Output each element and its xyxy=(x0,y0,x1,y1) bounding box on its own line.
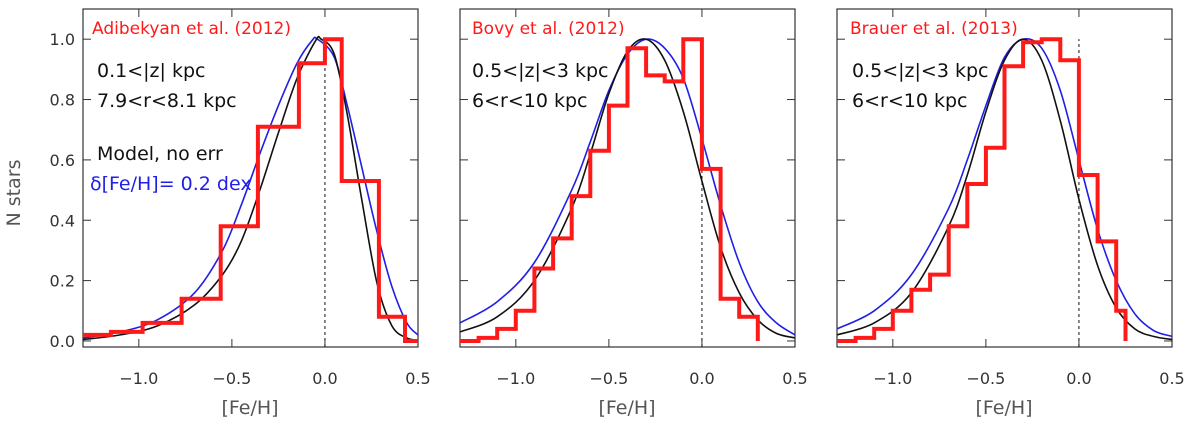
r-range-label: 6<r<10 kpc xyxy=(472,90,587,112)
x-tick-label: −1.0 xyxy=(873,369,912,388)
y-tick-label: 0.0 xyxy=(50,332,75,351)
y-tick-label: 0.8 xyxy=(50,91,75,110)
r-range-label: 6<r<10 kpc xyxy=(852,90,967,112)
data-histogram xyxy=(83,37,418,343)
x-ticks: −1.0 −0.5 0.0 0.5 xyxy=(873,9,1185,388)
x-tick-label: 0.5 xyxy=(1159,369,1184,388)
x-axis-label: [Fe/H] xyxy=(975,397,1032,419)
y-tick-label: 0.4 xyxy=(50,211,75,230)
panel-title: Bovy et al. (2012) xyxy=(472,19,625,39)
plot-frame xyxy=(836,8,1173,348)
y-tick-label: 1.0 xyxy=(50,30,75,49)
plot-frame xyxy=(459,8,796,348)
x-tick-label: −0.5 xyxy=(966,369,1005,388)
data-histogram xyxy=(460,37,760,343)
x-ticks: −1.0 −0.5 0.0 0.5 xyxy=(119,9,431,388)
plot-frame xyxy=(82,8,419,348)
x-tick-label: −1.0 xyxy=(496,369,535,388)
panel-brauer: −1.0 −0.5 0.0 0.5 Brauer et al. (2013) 0.5<… xyxy=(836,8,1185,419)
y-ticks: 0.0 0.2 0.4 0.6 0.8 1.0 xyxy=(50,30,418,351)
panel-title: Brauer et al. (2013) xyxy=(850,19,1018,39)
x-tick-label: 0.0 xyxy=(1066,369,1091,388)
x-tick-label: 0.0 xyxy=(312,369,337,388)
legend-model-err: δ[Fe/H]= 0.2 dex xyxy=(90,173,252,195)
z-range-label: 0.5<|z|<3 kpc xyxy=(472,60,608,82)
x-ticks: −1.0 −0.5 0.0 0.5 xyxy=(496,9,808,388)
model-err-curve xyxy=(459,38,796,336)
x-tick-label: 0.5 xyxy=(405,369,430,388)
panel-bovy: −1.0 −0.5 0.0 0.5 Bovy et al. (2012) 0.5<|z… xyxy=(459,8,808,419)
data-histogram xyxy=(837,37,1128,343)
y-axis-label: N stars xyxy=(3,160,25,227)
legend-model-no-err: Model, no err xyxy=(97,143,223,165)
x-tick-label: 0.5 xyxy=(782,369,807,388)
x-tick-label: −0.5 xyxy=(589,369,628,388)
y-tick-label: 0.6 xyxy=(50,151,75,170)
y-ticks xyxy=(460,38,795,342)
panel-adibekyan: −1.0 −0.5 0.0 0.5 0.0 0.2 0.4 0.6 0.8 1.0 Adibek… xyxy=(50,8,431,419)
y-tick-label: 0.2 xyxy=(50,272,75,291)
x-tick-label: −0.5 xyxy=(212,369,251,388)
x-axis-label: [Fe/H] xyxy=(221,397,278,419)
x-tick-label: 0.0 xyxy=(689,369,714,388)
panel-title: Adibekyan et al. (2012) xyxy=(92,19,291,39)
x-axis-label: [Fe/H] xyxy=(598,397,655,419)
z-range-label: 0.1<|z| kpc xyxy=(97,60,205,82)
x-tick-label: −1.0 xyxy=(119,369,158,388)
r-range-label: 7.9<r<8.1 kpc xyxy=(97,90,237,112)
z-range-label: 0.5<|z|<3 kpc xyxy=(852,60,988,82)
